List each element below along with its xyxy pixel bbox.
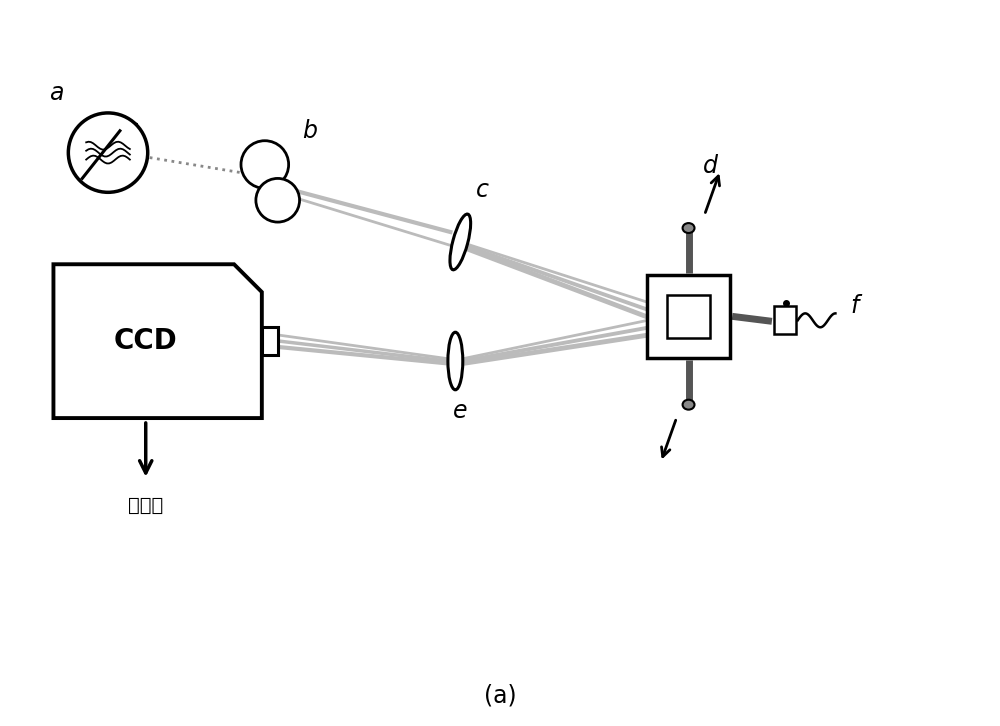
Bar [774,306,796,334]
Text: CCD: CCD [114,327,178,355]
Text: 计算机: 计算机 [128,495,163,515]
Ellipse shape [450,214,471,270]
Circle shape [256,179,300,222]
Text: f: f [850,295,858,319]
Text: c: c [476,179,489,203]
Text: e: e [453,399,468,423]
Ellipse shape [448,333,463,390]
Polygon shape [53,264,262,418]
Text: d: d [703,153,718,178]
Text: b: b [302,119,317,143]
Bar [647,274,730,358]
Ellipse shape [683,223,695,233]
Circle shape [241,141,289,188]
Circle shape [68,113,148,192]
Ellipse shape [683,400,695,409]
Bar [667,295,710,338]
Bar [262,327,278,355]
Text: a: a [49,81,64,105]
Text: (a): (a) [484,683,516,707]
